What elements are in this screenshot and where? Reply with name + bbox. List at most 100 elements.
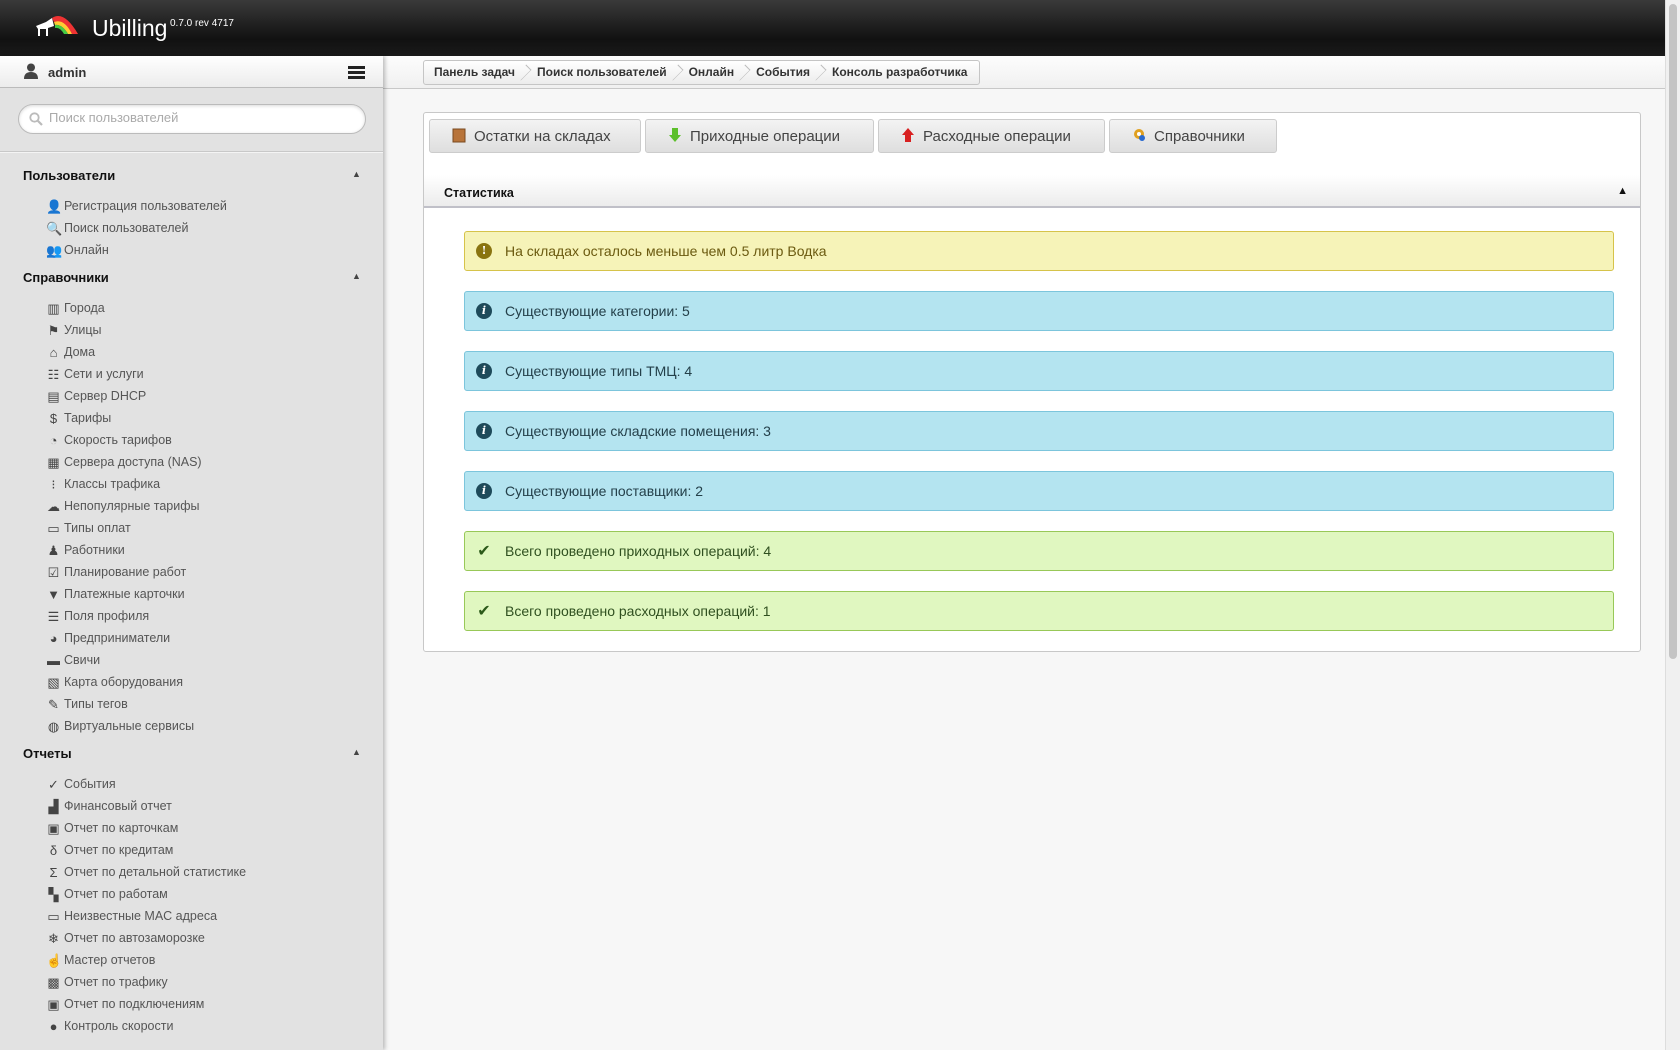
sidebar-item-label: Неизвестные MAC адреса <box>64 909 218 923</box>
divider <box>0 151 383 153</box>
tab-button[interactable]: Расходные операции <box>878 119 1105 153</box>
alert-text: Существующие складские помещения: 3 <box>505 423 771 439</box>
card-icon: ▼ <box>47 587 60 602</box>
sidebar-item[interactable]: ▬ Свичи <box>46 650 100 670</box>
sidebar-item[interactable]: ◕ Предприниматели <box>46 628 171 648</box>
breadcrumb: Панель задач Поиск пользователей Онлайн Соб… <box>423 60 981 85</box>
sidebar-item-label: Онлайн <box>64 243 109 257</box>
sidebar-item[interactable]: ▼ Платежные карточки <box>46 584 185 604</box>
breadcrumb-item[interactable]: Панель задач <box>424 61 527 84</box>
sidebar-item[interactable]: ✎ Типы тегов <box>46 694 128 714</box>
sidebar-item-label: Контроль скорости <box>64 1019 174 1033</box>
alert-text: Существующие типы ТМЦ: 4 <box>505 363 693 379</box>
switch-icon: ▬ <box>47 653 60 668</box>
sidebar-item[interactable]: ▩ Отчет по трафику <box>46 972 168 992</box>
sidebar-item[interactable]: ❄ Отчет по автозаморозке <box>46 928 205 948</box>
profile-fields-icon: ☰ <box>47 609 60 624</box>
noose-icon: δ <box>49 843 58 858</box>
info-icon: i <box>476 303 492 319</box>
sidebar-item[interactable]: ✓ События <box>46 774 116 794</box>
sidebar-item[interactable]: 🔍 Поиск пользователей <box>46 218 188 238</box>
sidebar-item-label: Типы тегов <box>64 697 128 711</box>
sidebar-item[interactable]: ☁ Непопулярные тарифы <box>46 496 200 516</box>
sidebar-section-header[interactable]: Отчеты ▲ <box>23 746 361 761</box>
collapse-arrow-icon[interactable]: ▲ <box>352 747 361 757</box>
sidebar-item[interactable]: ▟ Финансовый отчет <box>46 796 172 816</box>
sidebar-item-label: Города <box>64 301 105 315</box>
monitor-icon: ▭ <box>47 521 60 536</box>
breadcrumb-item[interactable]: Консоль разработчика <box>832 65 968 79</box>
sidebar-item[interactable]: Σ Отчет по детальной статистике <box>46 862 246 882</box>
sidebar-item[interactable]: 👤 Регистрация пользователей <box>46 196 227 216</box>
breadcrumb-item[interactable]: События <box>746 61 822 84</box>
sidebar-item[interactable]: ⌂ Дома <box>46 342 96 362</box>
search-input[interactable] <box>49 110 349 125</box>
sidebar-item[interactable]: ▤ Сервер DHCP <box>46 386 146 406</box>
sidebar-item[interactable]: ⁝ Классы трафика <box>46 474 160 494</box>
unicorn-logo-icon[interactable] <box>32 12 82 38</box>
tab-label: Расходные операции <box>923 128 1071 145</box>
alert-info: i Существующие складские помещения: 3 <box>464 411 1614 451</box>
scrollbar-thumb[interactable] <box>1669 4 1677 659</box>
sidebar-item[interactable]: ▥ Города <box>46 298 105 318</box>
sidebar-item[interactable]: ▧ Карта оборудования <box>46 672 183 692</box>
tab-button[interactable]: Приходные операции <box>645 119 874 153</box>
sidebar-item[interactable]: ⚑ Улицы <box>46 320 102 340</box>
sidebar-item[interactable]: ☝ Мастер отчетов <box>46 950 155 970</box>
sheep-icon: ☁ <box>47 499 60 514</box>
sidebar-item-label: Работники <box>64 543 125 557</box>
sidebar-item[interactable]: $ Тарифы <box>46 408 111 428</box>
sidebar-item-label: Классы трафика <box>64 477 161 491</box>
menu-toggle-icon[interactable] <box>348 66 365 79</box>
sidebar-section-header[interactable]: Пользователи ▲ <box>23 168 361 183</box>
sidebar-item[interactable]: ▭ Типы оплат <box>46 518 130 538</box>
sidebar-item[interactable]: ☑ Планирование работ <box>46 562 187 582</box>
sidebar-item[interactable]: ▣ Отчет по подключениям <box>46 994 204 1014</box>
section-title: Отчеты <box>23 746 72 761</box>
sidebar-item-label: Сервер DHCP <box>64 389 147 403</box>
user-add-icon: 👤 <box>46 199 63 214</box>
collapse-arrow-icon[interactable]: ▲ <box>352 169 361 179</box>
breadcrumb-item[interactable]: Поиск пользователей <box>527 61 679 84</box>
app-title: Ubilling <box>92 15 168 41</box>
sidebar-item-label: Мастер отчетов <box>64 953 156 967</box>
sidebar-item[interactable]: ▭ Неизвестные MAC адреса <box>46 906 217 926</box>
house-icon: ⌂ <box>49 345 58 360</box>
sidebar-item-label: Отчет по трафику <box>64 975 168 989</box>
alert-text: Всего проведено расходных операций: 1 <box>505 603 771 619</box>
collapse-arrow-icon[interactable]: ▲ <box>1617 185 1628 197</box>
section-title: Справочники <box>23 270 109 285</box>
user-search[interactable] <box>18 104 366 134</box>
breadcrumb-item[interactable]: Онлайн <box>679 61 747 84</box>
warehouse-panel: Остатки на складах Приходные операции Расх… <box>423 112 1641 652</box>
sidebar-item-label: Карта оборудования <box>64 675 183 689</box>
sidebar-item[interactable]: ● Контроль скорости <box>46 1016 174 1036</box>
sidebar-item-label: Тарифы <box>64 411 112 425</box>
section-title: Пользователи <box>23 168 116 183</box>
sidebar-item[interactable]: δ Отчет по кредитам <box>46 840 174 860</box>
sidebar-item[interactable]: ◔ Скорость тарифов <box>46 430 172 450</box>
sidebar-item[interactable]: ▣ Отчет по карточкам <box>46 818 178 838</box>
sidebar-item-label: Отчет по карточкам <box>64 821 179 835</box>
sidebar-item-label: Сети и услуги <box>64 367 144 381</box>
username[interactable]: admin <box>48 65 87 80</box>
map-icon: ▧ <box>47 675 60 690</box>
alert-info: i Существующие поставщики: 2 <box>464 471 1614 511</box>
sidebar-item[interactable]: ▚ Отчет по работам <box>46 884 168 904</box>
cars-icon: ▩ <box>47 975 60 990</box>
sidebar-item[interactable]: ☷ Сети и услуги <box>46 364 144 384</box>
sidebar-item[interactable]: 👥 Онлайн <box>46 240 109 260</box>
sidebar-item[interactable]: ♟ Работники <box>46 540 125 560</box>
tab-button[interactable]: Остатки на складах <box>429 119 641 153</box>
collapse-arrow-icon[interactable]: ▲ <box>352 271 361 281</box>
sidebar-item[interactable]: ▦ Сервера доступа (NAS) <box>46 452 201 472</box>
sidebar-item[interactable]: ◍ Виртуальные сервисы <box>46 716 194 736</box>
tab-button[interactable]: Справочники <box>1109 119 1277 153</box>
sidebar-item-label: Отчет по автозаморозке <box>64 931 205 945</box>
sidebar-section-header[interactable]: Справочники ▲ <box>23 270 361 285</box>
page-scrollbar[interactable] <box>1665 0 1680 1050</box>
search-icon: 🔍 <box>46 221 63 236</box>
sidebar-item[interactable]: ☰ Поля профиля <box>46 606 150 626</box>
sidebar-item-label: Платежные карточки <box>64 587 185 601</box>
stats-header[interactable]: Статистика ▲ <box>424 175 1640 208</box>
